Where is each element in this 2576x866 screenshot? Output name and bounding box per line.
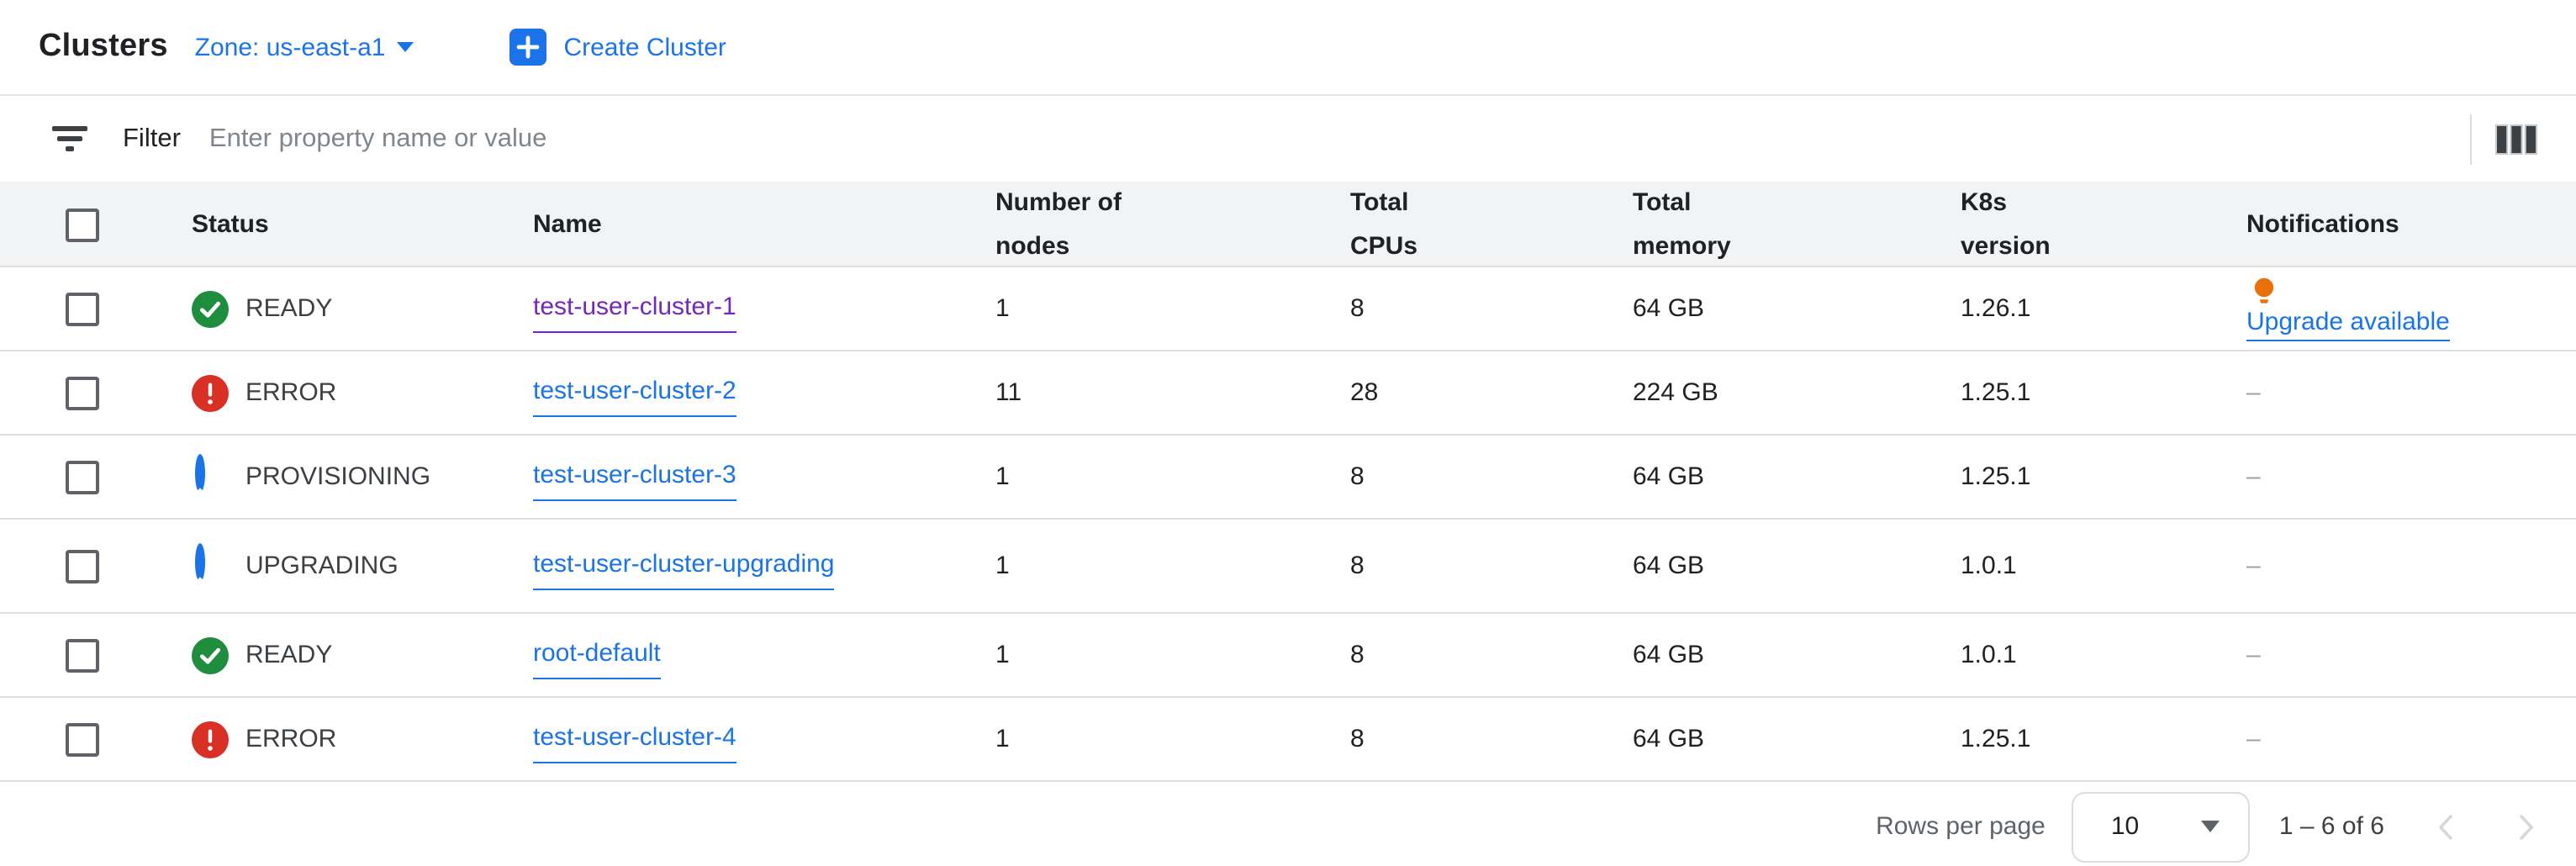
plus-icon (509, 29, 547, 66)
nodes-value: 1 (995, 462, 1010, 491)
nodes-value: 1 (995, 294, 1010, 323)
status-label: UPGRADING (245, 552, 399, 580)
row-checkbox[interactable] (66, 638, 99, 672)
column-header-notifications: Notifications (2246, 210, 2399, 239)
column-header-memory: Total memory (1633, 188, 1731, 261)
status-provisioning-spinner-icon (192, 453, 229, 495)
column-display-icon[interactable] (2495, 124, 2537, 154)
cluster-name-link[interactable]: test-user-cluster-1 (533, 285, 736, 332)
status-label: READY (245, 294, 333, 323)
memory-value: 64 GB (1633, 641, 1705, 669)
cpus-value: 8 (1350, 294, 1365, 323)
status-label: ERROR (245, 725, 337, 753)
create-cluster-label: Create Cluster (563, 33, 726, 61)
memory-value: 64 GB (1633, 725, 1705, 753)
rows-per-page-value: 10 (2110, 812, 2140, 841)
column-header-status: Status (192, 210, 269, 239)
create-cluster-button[interactable]: Create Cluster (509, 29, 726, 66)
filter-input[interactable] (209, 124, 2470, 154)
select-all-checkbox[interactable] (66, 209, 99, 242)
row-checkbox[interactable] (66, 292, 99, 325)
table-row: UPGRADING test-user-cluster-upgrading 1 … (0, 520, 2576, 614)
rows-per-page-select[interactable]: 10 (2072, 791, 2251, 862)
nodes-value: 1 (995, 725, 1010, 753)
row-checkbox[interactable] (66, 376, 99, 409)
cpus-value: 8 (1350, 462, 1365, 491)
filter-bar: Filter (0, 96, 2576, 182)
status-ready-icon (192, 636, 229, 673)
pagination-bar: Rows per page 10 1 – 6 of 6 (0, 782, 2576, 866)
next-page-button[interactable] (2509, 810, 2542, 843)
table-row: ERROR test-user-cluster-2 11 28 224 GB 1… (0, 351, 2576, 436)
status-upgrading-spinner-icon (192, 542, 229, 584)
cpus-value: 8 (1350, 641, 1365, 669)
memory-value: 64 GB (1633, 552, 1705, 580)
pagination-range-label: 1 – 6 of 6 (2278, 812, 2384, 841)
table-row: PROVISIONING test-user-cluster-3 1 8 64 … (0, 436, 2576, 520)
k8s-version-value: 1.0.1 (1961, 641, 2017, 669)
status-label: ERROR (245, 378, 337, 407)
k8s-version-value: 1.25.1 (1961, 378, 2031, 407)
filter-label: Filter (123, 124, 181, 152)
row-checkbox[interactable] (66, 722, 99, 756)
chevron-down-icon (397, 42, 414, 52)
table-row: ERROR test-user-cluster-4 1 8 64 GB 1.25… (0, 698, 2576, 782)
rows-per-page-label: Rows per page (1876, 812, 2045, 841)
nodes-value: 1 (995, 552, 1010, 580)
notification-empty-dash: – (2246, 641, 2261, 669)
memory-value: 64 GB (1633, 294, 1705, 323)
notification-empty-dash: – (2246, 725, 2261, 753)
cluster-name-link[interactable]: root-default (533, 631, 661, 679)
status-ready-icon (192, 290, 229, 327)
cpus-value: 8 (1350, 725, 1365, 753)
cluster-name-link[interactable]: test-user-cluster-upgrading (533, 542, 835, 589)
row-checkbox[interactable] (66, 460, 99, 494)
status-error-icon (192, 374, 229, 411)
zone-selector-label: Zone: us-east-a1 (194, 33, 386, 61)
previous-page-button[interactable] (2430, 810, 2463, 843)
table-row: READY test-user-cluster-1 1 8 64 GB 1.26… (0, 267, 2576, 351)
filter-icon (50, 126, 87, 151)
lightbulb-icon (2251, 277, 2277, 305)
cluster-name-link[interactable]: test-user-cluster-2 (533, 369, 736, 416)
table-row: READY root-default 1 8 64 GB 1.0.1 – (0, 614, 2576, 698)
status-label: PROVISIONING (245, 462, 431, 491)
page-header: Clusters Zone: us-east-a1 Create Cluster (0, 0, 2576, 96)
chevron-down-icon (2201, 821, 2220, 832)
memory-value: 64 GB (1633, 462, 1705, 491)
notification-empty-dash: – (2246, 378, 2261, 407)
notification-empty-dash: – (2246, 462, 2261, 491)
nodes-value: 1 (995, 641, 1010, 669)
filter-bar-divider (2470, 114, 2472, 164)
zone-selector[interactable]: Zone: us-east-a1 (195, 33, 414, 61)
cpus-value: 8 (1350, 552, 1365, 580)
column-header-nodes: Number of nodes (995, 188, 1122, 261)
notification-empty-dash: – (2246, 552, 2261, 580)
nodes-value: 11 (995, 378, 1022, 407)
column-header-k8s-version: K8s version (1961, 188, 2051, 261)
cpus-value: 28 (1350, 378, 1379, 407)
cluster-name-link[interactable]: test-user-cluster-3 (533, 453, 736, 500)
table-header-row: Status Name Number of nodes Total CPUs T… (0, 182, 2576, 267)
k8s-version-value: 1.26.1 (1961, 294, 2031, 323)
k8s-version-value: 1.0.1 (1961, 552, 2017, 580)
column-header-name: Name (533, 210, 602, 239)
memory-value: 224 GB (1633, 378, 1718, 407)
cluster-name-link[interactable]: test-user-cluster-4 (533, 716, 736, 763)
status-error-icon (192, 721, 229, 758)
page-title: Clusters (39, 29, 168, 64)
column-header-cpus: Total CPUs (1350, 188, 1418, 261)
k8s-version-value: 1.25.1 (1961, 462, 2031, 491)
k8s-version-value: 1.25.1 (1961, 725, 2031, 753)
row-checkbox[interactable] (66, 549, 99, 583)
status-label: READY (245, 641, 333, 669)
upgrade-available-link[interactable]: Upgrade available (2246, 307, 2450, 341)
